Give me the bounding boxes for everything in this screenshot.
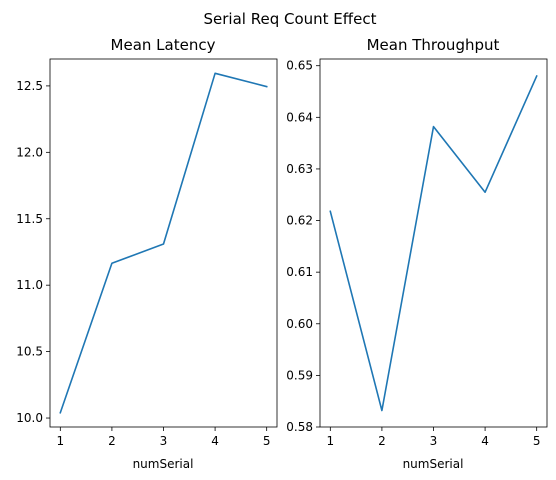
latency-y-tick-label: 10.0 — [16, 411, 43, 425]
throughput-x-tick-label: 3 — [430, 434, 438, 448]
throughput-y-tick-label: 0.60 — [286, 317, 313, 331]
throughput-y-tick-label: 0.61 — [286, 265, 313, 279]
latency-x-tick-label: 3 — [160, 434, 168, 448]
latency-x-tick-label: 2 — [108, 434, 116, 448]
throughput-axes-frame — [319, 58, 548, 428]
latency-y-tick-label: 12.0 — [16, 145, 43, 159]
latency-y-ticks: 10.0 10.5 11.0 11.5 12.0 12.5 — [16, 79, 50, 425]
throughput-line — [329, 74, 538, 412]
throughput-y-tick-label: 0.58 — [286, 420, 313, 434]
throughput-panel-title: Mean Throughput — [367, 36, 500, 54]
latency-panel: Mean Latency 10.0 10.5 11.0 11.5 12.0 12.5 1 2… — [16, 36, 278, 471]
latency-x-tick-label: 5 — [263, 434, 271, 448]
throughput-x-axis-label: numSerial — [403, 457, 464, 471]
latency-line — [59, 72, 268, 414]
latency-y-tick-label: 10.5 — [16, 345, 43, 359]
throughput-y-tick-label: 0.63 — [286, 162, 313, 176]
throughput-y-tick-label: 0.62 — [286, 214, 313, 228]
throughput-y-tick-label: 0.64 — [286, 110, 313, 124]
latency-panel-title: Mean Latency — [111, 36, 216, 54]
figure-suptitle: Serial Req Count Effect — [204, 10, 377, 28]
latency-x-tick-label: 1 — [56, 434, 64, 448]
throughput-x-ticks: 1 2 3 4 5 — [326, 427, 541, 448]
latency-x-axis-label: numSerial — [133, 457, 194, 471]
throughput-x-tick-label: 1 — [326, 434, 334, 448]
latency-y-tick-label: 11.0 — [16, 278, 43, 292]
throughput-y-tick-label: 0.59 — [286, 368, 313, 382]
throughput-y-ticks: 0.58 0.59 0.60 0.61 0.62 0.63 0.64 0.65 — [286, 59, 320, 434]
latency-y-tick-label: 12.5 — [16, 79, 43, 93]
throughput-panel: Mean Throughput 0.58 0.59 0.60 0.61 0.62 0.63… — [286, 36, 548, 471]
throughput-x-tick-label: 2 — [378, 434, 386, 448]
throughput-x-tick-label: 5 — [533, 434, 541, 448]
latency-axes-frame — [49, 58, 278, 428]
throughput-x-tick-label: 4 — [481, 434, 489, 448]
throughput-y-tick-label: 0.65 — [286, 59, 313, 73]
latency-x-ticks: 1 2 3 4 5 — [56, 427, 271, 448]
latency-x-tick-label: 4 — [211, 434, 219, 448]
latency-y-tick-label: 11.5 — [16, 212, 43, 226]
